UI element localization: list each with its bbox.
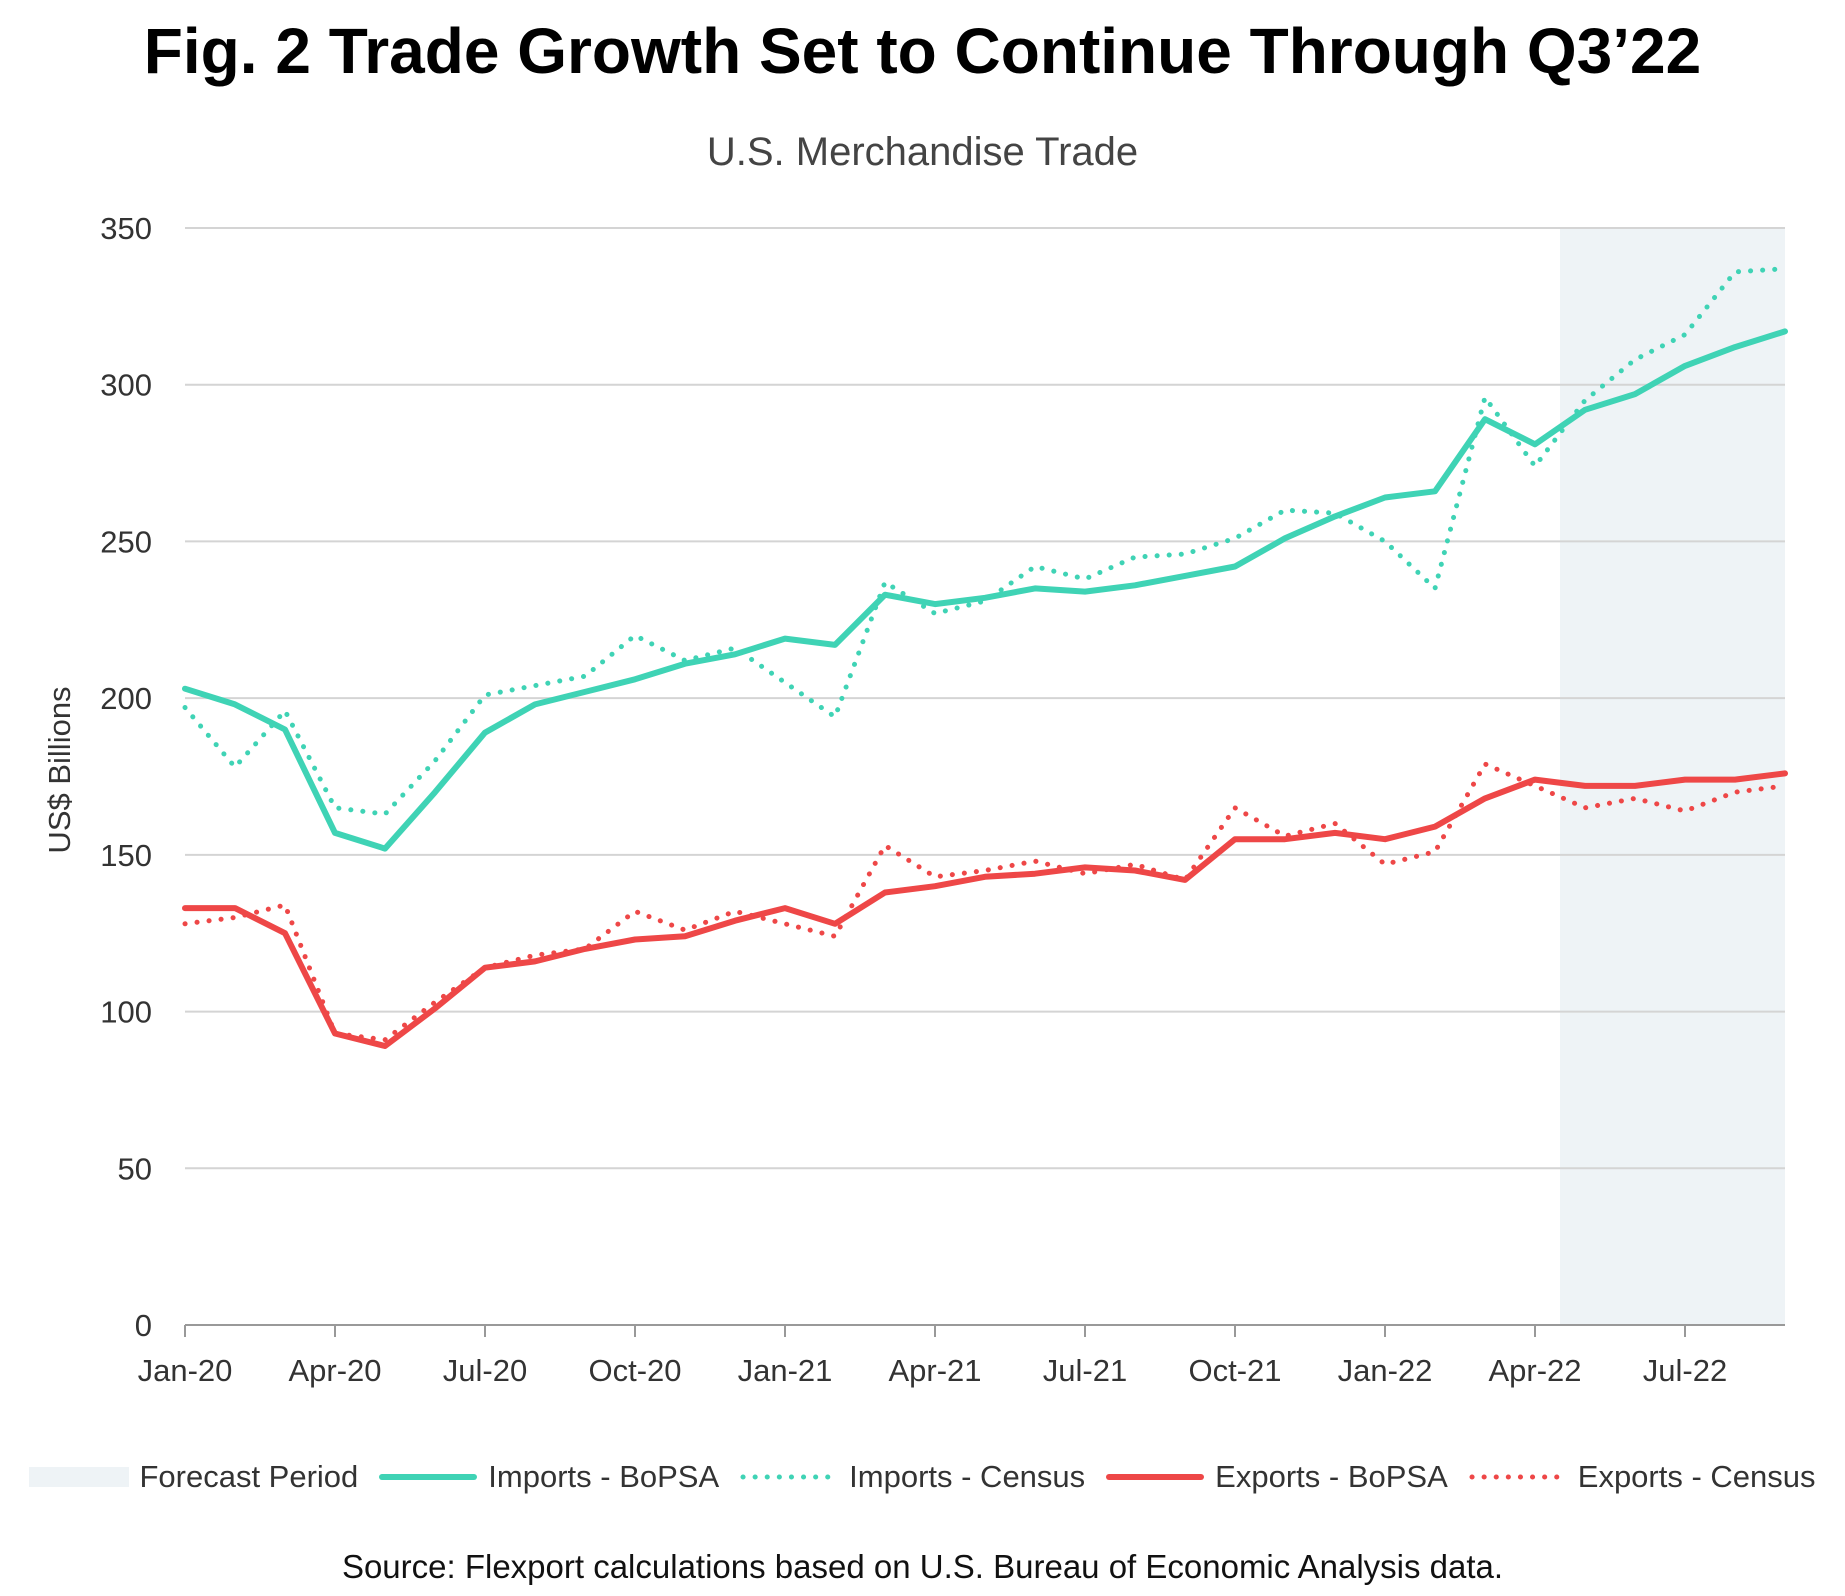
line-chart: 0 50 100 150 200 250 300 350 Jan-20 Apr-20 Jul-20 O… — [42, 211, 1788, 1388]
legend-item: Imports - BoPSA — [378, 1459, 719, 1495]
x-tick-label: Jan-20 — [138, 1353, 233, 1388]
x-tick-label: Jul-21 — [1043, 1353, 1127, 1388]
x-tick-label: Apr-21 — [888, 1353, 981, 1388]
legend-label: Exports - Census — [1577, 1459, 1816, 1494]
y-tick-label: 0 — [135, 1308, 152, 1343]
x-tick-label: Apr-22 — [1488, 1353, 1581, 1388]
y-tick-label: 350 — [100, 211, 152, 246]
series-imports-bopsaline — [182, 328, 1788, 852]
series-exports-bopsaline — [182, 770, 1788, 1049]
source-note: Source: Flexport calculations based on U… — [341, 1548, 1504, 1585]
chart-title: Fig. 2 Trade Growth Set to Continue Thro… — [143, 15, 1702, 87]
y-tick-label: 250 — [100, 524, 152, 559]
y-tick-label: 200 — [100, 681, 152, 716]
legend-swatch-forecast — [29, 1467, 130, 1487]
legend-swatch — [379, 1474, 478, 1480]
legend-item: Imports - Census — [739, 1459, 1085, 1495]
legend: Forecast Period Imports - BoPSA Imports - … — [0, 1452, 1845, 1502]
x-tick-label: Jul-22 — [1643, 1353, 1727, 1388]
series-layer — [182, 266, 1788, 1049]
x-tick-label: Oct-20 — [588, 1353, 681, 1388]
y-tick-label: 100 — [100, 995, 152, 1030]
legend-item: Exports - BoPSA — [1105, 1459, 1448, 1495]
chart-subtitle: U.S. Merchandise Trade — [706, 130, 1139, 174]
legend-label: Imports - Census — [849, 1459, 1086, 1494]
x-tick-label: Oct-21 — [1188, 1353, 1281, 1388]
series-imports-censusline — [182, 266, 1788, 817]
legend-item: Forecast Period — [29, 1459, 358, 1495]
y-tick-label: 50 — [118, 1151, 152, 1186]
y-tick-label: 150 — [100, 838, 152, 873]
legend-label: Exports - BoPSA — [1215, 1459, 1448, 1494]
axis-layer: 0 50 100 150 200 250 300 350 Jan-20 Apr-20 Jul-20 O… — [100, 211, 1785, 1388]
y-axis-label: US$ Billions — [42, 686, 77, 853]
grid-layer — [185, 227, 1785, 1170]
series-exports-censusline — [182, 761, 1788, 1043]
legend-swatch — [1469, 1474, 1567, 1480]
legend-item: Exports - Census — [1468, 1459, 1816, 1495]
y-tick-label: 300 — [100, 368, 152, 403]
x-tick-label: Jan-21 — [738, 1353, 833, 1388]
x-tick-label: Apr-20 — [288, 1353, 381, 1388]
legend-swatch — [1106, 1474, 1205, 1480]
x-tick-label: Jan-22 — [1338, 1353, 1433, 1388]
legend-label: Forecast Period — [139, 1459, 359, 1494]
legend-swatch — [29, 1467, 130, 1487]
x-tick-label: Jul-20 — [443, 1353, 527, 1388]
legend-label: Imports - BoPSA — [488, 1459, 720, 1494]
legend-swatch — [740, 1474, 838, 1480]
